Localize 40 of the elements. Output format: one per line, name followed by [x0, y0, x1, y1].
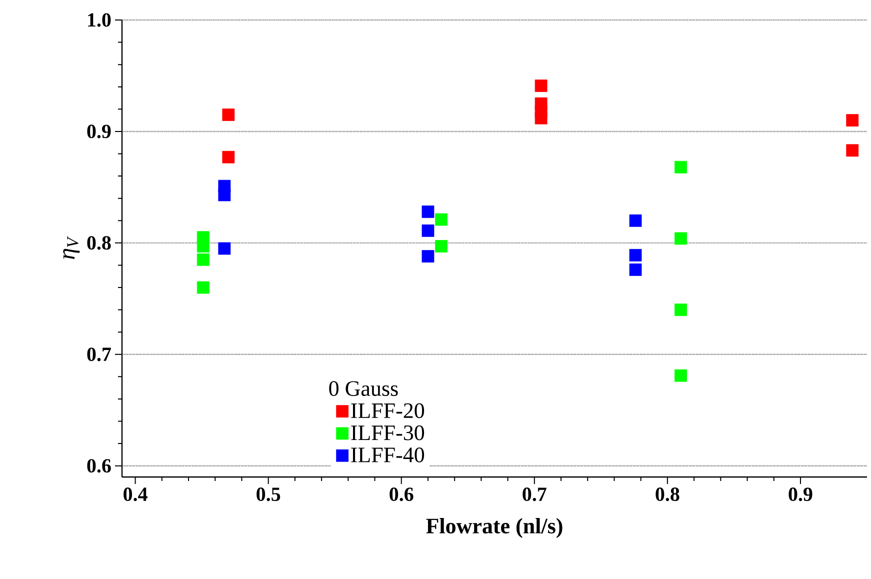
point	[846, 114, 859, 127]
point	[435, 213, 448, 226]
point	[435, 240, 448, 252]
legend-label: ILFF-30	[351, 425, 424, 440]
y-tick-label: 0.6	[87, 459, 111, 473]
point	[222, 108, 235, 121]
x-tick-label: 0.7	[522, 488, 546, 502]
point	[218, 188, 231, 202]
point	[534, 80, 548, 92]
point	[674, 304, 687, 316]
x-tick-label: 0.4	[124, 488, 148, 502]
legend-label: ILFF-20	[351, 403, 424, 418]
x-tick-label: 0.6	[390, 488, 414, 502]
point	[422, 224, 434, 237]
x-axis-title: Flowrate (nl/s)	[426, 518, 562, 538]
y-tick-label: 0.7	[87, 348, 111, 362]
x-tick-label: 0.8	[656, 488, 680, 502]
point	[196, 281, 210, 294]
legend-label: ILFF-40	[351, 448, 424, 462]
y-tick-label: 0.9	[87, 124, 111, 138]
point	[218, 242, 231, 255]
legend-title: 0 Gauss	[329, 381, 398, 396]
point	[222, 150, 235, 164]
x-tick-label: 0.5	[256, 488, 280, 502]
y-tick-label: 0.8	[87, 236, 111, 250]
point	[196, 240, 210, 252]
x-tick-label: 0.9	[788, 488, 812, 502]
point	[674, 232, 687, 245]
point	[534, 112, 548, 124]
point	[846, 144, 859, 157]
y-tick-label: 1.0	[88, 13, 111, 27]
point	[629, 248, 642, 262]
point	[674, 160, 687, 174]
y-axis-title: η$_{V}$	[63, 236, 80, 259]
point	[629, 214, 642, 227]
point	[196, 253, 210, 266]
point	[674, 369, 687, 382]
point	[629, 263, 642, 276]
point	[422, 206, 434, 218]
point	[422, 250, 434, 263]
